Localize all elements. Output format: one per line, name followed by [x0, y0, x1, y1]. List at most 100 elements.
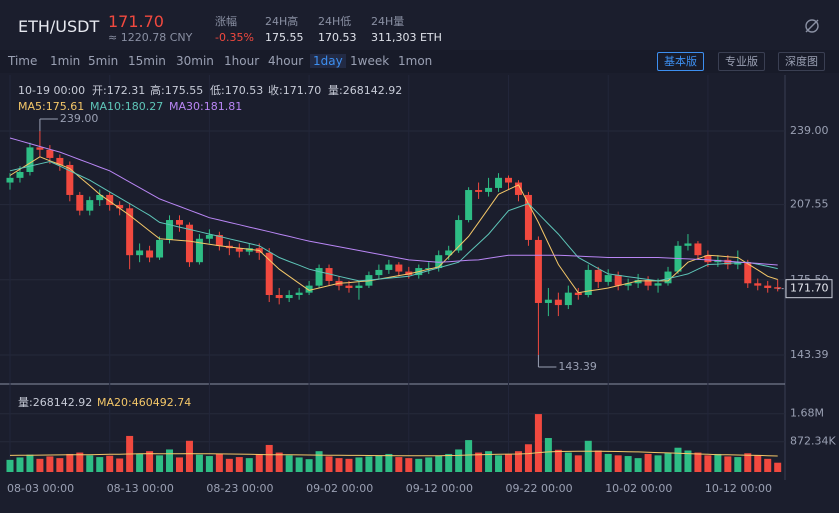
candle-body — [584, 269, 592, 295]
volume-bar — [764, 458, 772, 472]
view-button[interactable]: 深度图 — [778, 52, 825, 71]
candle-body — [534, 239, 542, 303]
interval-tab[interactable]: 1week — [350, 54, 390, 68]
stat-label: 涨幅 — [215, 15, 237, 28]
candle-body — [754, 283, 762, 286]
v-tick-label: 872.34K — [790, 435, 836, 448]
volume-bar — [275, 452, 283, 472]
interval-tab[interactable]: 15min — [128, 54, 166, 68]
candle-body — [295, 292, 303, 295]
volume-bar — [604, 453, 612, 472]
interval-tab[interactable]: 1mon — [398, 54, 433, 68]
volume-bar — [185, 440, 193, 472]
volume-bar — [96, 457, 104, 472]
cny-price: ≈ 1220.78 CNY — [108, 31, 193, 44]
volume-bar — [166, 449, 174, 472]
candle-body — [235, 248, 243, 252]
stat-value: 311,303 ETH — [371, 31, 442, 44]
info-field: 开:172.31 — [92, 84, 145, 97]
info-date: 10-19 00:00 — [18, 84, 85, 97]
x-tick-label: 08-13 00:00 — [107, 482, 174, 495]
price-tag-label: 171.70 — [790, 282, 829, 295]
view-button[interactable]: 基本版 — [657, 52, 704, 71]
candle-body — [136, 250, 144, 256]
volume-bar — [305, 459, 313, 472]
interval-tab[interactable]: 30min — [176, 54, 214, 68]
view-button[interactable]: 专业版 — [718, 52, 765, 71]
settings-icon[interactable] — [804, 18, 820, 34]
interval-tab[interactable]: 5min — [88, 54, 119, 68]
toolbar: Time 1min 5min 15min 30min 1hour 4hour 1day 1wee… — [0, 50, 839, 73]
stat-value: -0.35% — [215, 31, 254, 44]
interval-tab[interactable]: 1hour — [224, 54, 260, 68]
candle-body — [475, 190, 483, 192]
volume-bar — [524, 444, 532, 472]
volume-bar — [375, 455, 383, 472]
candle-body — [764, 285, 772, 288]
ma-legend: MA5:175.61 — [18, 100, 84, 113]
volume-bar — [205, 456, 213, 472]
candle-body — [305, 285, 313, 293]
volume-bar — [175, 457, 183, 472]
interval-tab[interactable]: Time — [8, 54, 38, 68]
candle-body — [285, 295, 293, 299]
volume-bar — [634, 458, 642, 472]
candle-body — [435, 255, 443, 269]
interval-tab[interactable]: 4hour — [268, 54, 304, 68]
stat-label: 24H低 — [318, 15, 352, 28]
volume-bar — [674, 447, 682, 472]
candle-body — [564, 292, 572, 306]
x-tick-label: 09-02 00:00 — [306, 482, 373, 495]
volume-bar — [46, 456, 54, 472]
volume-bar — [455, 449, 463, 472]
low-label: 143.39 — [558, 360, 597, 373]
y-tick-label: 207.55 — [790, 198, 829, 211]
volume-bar — [245, 458, 253, 472]
volume-bar — [365, 456, 373, 472]
volume-bar — [345, 458, 353, 472]
candle-body — [744, 262, 752, 284]
volume-bar — [594, 450, 602, 472]
candle-body — [96, 194, 104, 201]
candle-body — [166, 220, 174, 240]
volume-bar — [445, 453, 453, 472]
candle-body — [385, 264, 393, 270]
candle-body — [215, 235, 223, 246]
candle-body — [485, 187, 493, 192]
x-tick-label: 09-22 00:00 — [506, 482, 573, 495]
candle-body — [554, 299, 562, 306]
y-tick-label: 239.00 — [790, 124, 829, 137]
volume-bar — [774, 462, 782, 472]
interval-tab[interactable]: 1day — [310, 54, 346, 68]
candle-body — [265, 252, 273, 295]
volume-bar — [36, 458, 44, 472]
volume-bar — [754, 455, 762, 472]
volume-bar — [574, 455, 582, 472]
candle-body — [156, 239, 164, 258]
candle-body — [734, 262, 742, 265]
candle-body — [56, 157, 64, 165]
candle-body — [455, 220, 463, 251]
stat-value: 170.53 — [318, 31, 357, 44]
candle-body — [684, 243, 692, 246]
candle-body — [126, 208, 134, 256]
v-tick-label: 1.68M — [790, 407, 824, 420]
volume-bar — [76, 452, 84, 472]
candle-body — [375, 269, 383, 276]
candle-body — [146, 250, 154, 258]
candle-body — [6, 177, 14, 183]
volume-bar — [56, 458, 64, 472]
volume-bar — [285, 455, 293, 472]
volume-bar — [485, 451, 493, 472]
interval-tab[interactable]: 1min — [50, 54, 81, 68]
candle-body — [345, 285, 353, 288]
volume-bar — [385, 453, 393, 472]
candle-body — [185, 224, 193, 263]
candle-body — [634, 280, 642, 284]
volume-bar — [425, 457, 433, 472]
volume-bar — [156, 455, 164, 472]
volume-bar — [534, 414, 542, 472]
info-field: 收:171.70 — [268, 83, 321, 97]
y-tick-label: 143.39 — [790, 348, 829, 361]
candle-body — [505, 177, 512, 183]
